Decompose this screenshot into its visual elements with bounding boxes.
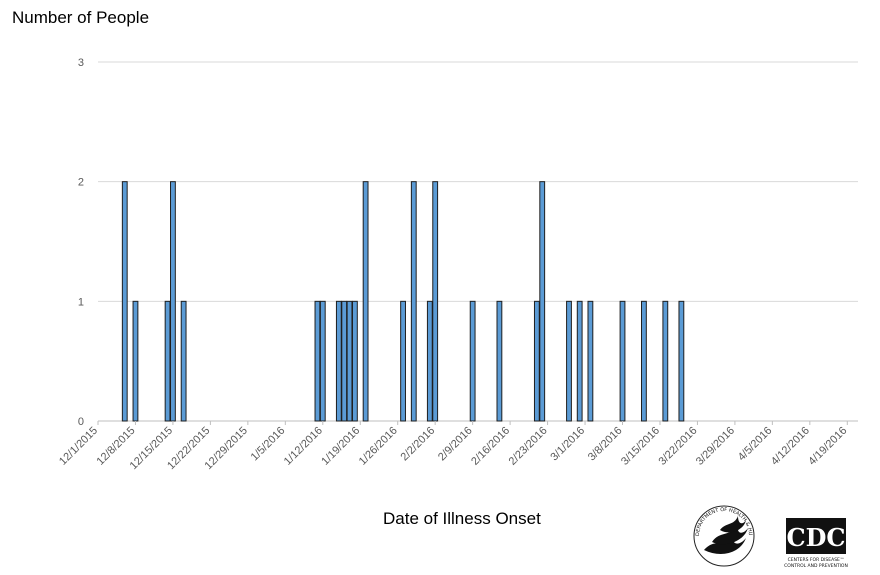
bar xyxy=(132,300,139,422)
bar xyxy=(341,300,348,422)
bar xyxy=(641,300,647,422)
bar xyxy=(426,300,433,422)
hhs-seal-icon: DEPARTMENT OF HEALTH & HUMAN SERVICES · … xyxy=(690,500,755,567)
svg-text:CONTROL AND PREVENTION: CONTROL AND PREVENTION xyxy=(784,563,848,569)
bar xyxy=(346,300,353,422)
x-tick-label: 2/23/2016 xyxy=(507,425,550,468)
x-tick-label: 3/15/2016 xyxy=(619,425,662,468)
x-tick-label: 3/8/2016 xyxy=(586,425,625,464)
bar xyxy=(180,300,187,422)
y-tick-label: 1 xyxy=(78,296,84,308)
cdc-logo-icon: CDC CENTERS FOR DISEASE™ CONTROL AND PRE… xyxy=(784,518,848,569)
x-tick-label: 4/12/2016 xyxy=(769,425,812,468)
y-tick-label: 0 xyxy=(78,416,84,428)
bar xyxy=(496,300,503,422)
x-tick-label: 2/9/2016 xyxy=(436,425,475,464)
y-tick-labels: 0 1 2 3 xyxy=(78,57,84,428)
x-tick-label: 1/19/2016 xyxy=(319,425,362,468)
y-axis-title: Number of People xyxy=(12,8,150,27)
bar xyxy=(587,300,594,422)
x-tick-label: 2/2/2016 xyxy=(399,425,438,464)
logos: DEPARTMENT OF HEALTH & HUMAN SERVICES · … xyxy=(690,500,848,569)
bar xyxy=(319,300,326,422)
bar xyxy=(432,181,439,422)
x-tick-label: 3/29/2016 xyxy=(694,425,737,468)
x-tick-label: 4/5/2016 xyxy=(736,425,775,464)
y-tick-label: 2 xyxy=(78,177,84,189)
x-axis-title: Date of Illness Onset xyxy=(383,509,541,528)
x-tick-label: 4/19/2016 xyxy=(806,425,849,468)
x-tick-label: 3/1/2016 xyxy=(548,425,587,464)
gridlines xyxy=(98,61,858,422)
bar xyxy=(164,300,171,422)
bar xyxy=(566,300,572,422)
bar xyxy=(121,181,128,422)
bar xyxy=(400,300,406,422)
bar xyxy=(533,300,540,422)
bar xyxy=(662,300,669,422)
bar xyxy=(576,300,583,422)
x-tick-labels: 12/1/201512/8/201512/15/201512/22/201512… xyxy=(57,421,849,472)
bar xyxy=(469,300,476,422)
x-tick-label: 3/22/2016 xyxy=(656,425,699,468)
bar xyxy=(314,300,321,422)
bar xyxy=(362,181,369,422)
svg-text:CENTERS FOR DISEASE™: CENTERS FOR DISEASE™ xyxy=(788,557,845,563)
x-tick-label: 1/5/2016 xyxy=(249,425,288,464)
bar-chart: 0 1 2 3 12/1/201512/8/201512/15/201512/22/2… xyxy=(57,57,858,472)
svg-text:CDC: CDC xyxy=(786,523,845,552)
x-tick-label: 1/26/2016 xyxy=(357,425,400,468)
bar xyxy=(170,181,176,422)
bar xyxy=(410,181,417,422)
x-tick-label: 12/1/2015 xyxy=(57,425,100,468)
bar xyxy=(351,300,358,422)
bar xyxy=(335,300,342,422)
bars xyxy=(121,181,685,422)
bar xyxy=(539,181,546,422)
bar xyxy=(678,300,685,422)
x-tick-label: 1/12/2016 xyxy=(282,425,325,468)
y-tick-label: 3 xyxy=(78,57,84,69)
bar xyxy=(619,300,626,422)
x-tick-label: 2/16/2016 xyxy=(469,425,512,468)
